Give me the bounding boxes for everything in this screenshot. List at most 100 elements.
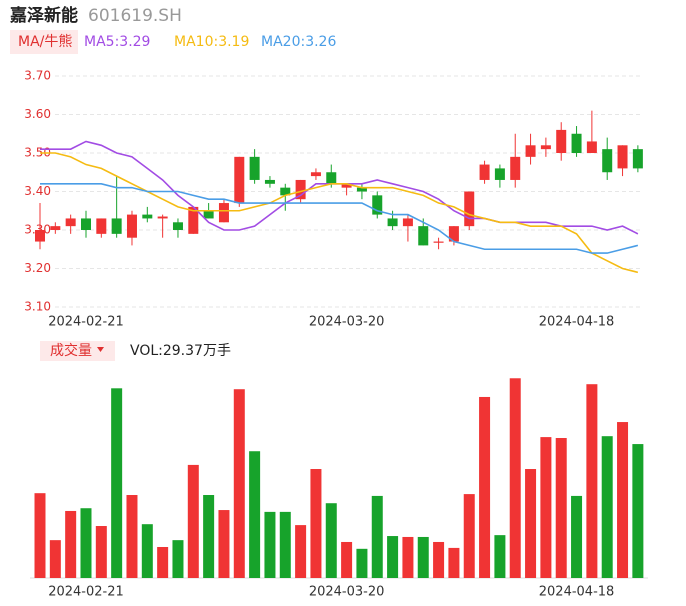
volume-bar <box>187 464 199 578</box>
candle-body <box>96 218 107 234</box>
candle-body <box>50 226 61 230</box>
candle-body <box>326 172 337 184</box>
y-tick-label: 3.10 <box>24 300 51 314</box>
legend-label: MA10:3.19 <box>174 34 249 50</box>
volume-bar <box>218 510 230 578</box>
candle-body <box>249 156 260 180</box>
x-tick-label: 2024-04-18 <box>539 585 615 600</box>
volume-bar <box>555 438 567 578</box>
volume-bar <box>264 511 276 578</box>
candle-body <box>356 187 367 192</box>
volume-bar <box>172 540 184 578</box>
volume-bar <box>479 396 491 578</box>
candle-body <box>372 195 383 215</box>
candle-body <box>172 222 183 230</box>
candle-body <box>602 149 613 173</box>
candle-body <box>295 179 306 200</box>
candle-body <box>387 218 398 227</box>
candle-body <box>479 164 490 180</box>
candle-body <box>188 206 199 234</box>
volume-bar <box>34 493 46 578</box>
legend-label: MA5:3.29 <box>84 34 150 50</box>
volume-bar <box>249 451 261 578</box>
volume-bar <box>295 525 307 578</box>
candle-body <box>448 226 459 242</box>
y-tick-label: 3.60 <box>24 107 51 121</box>
candle-body <box>586 141 597 153</box>
candle-body <box>157 216 168 219</box>
candle-body <box>142 214 153 219</box>
stock-code: 601619.SH <box>88 6 182 26</box>
volume-bar <box>433 541 445 578</box>
ma-line <box>40 183 639 254</box>
candle-body <box>218 203 229 223</box>
y-tick-label: 3.40 <box>24 184 51 198</box>
candle-body <box>510 156 521 180</box>
legend-title: MA/牛熊 <box>18 34 72 50</box>
volume-bar <box>540 437 552 578</box>
candle-body <box>80 218 91 230</box>
volume-bar <box>95 526 107 578</box>
candle-body <box>464 191 475 227</box>
candle-body <box>234 156 245 204</box>
x-tick-label: 2024-04-18 <box>539 315 615 330</box>
volume-bar <box>617 422 629 578</box>
volume-bar <box>325 503 337 578</box>
volume-bar <box>571 495 583 578</box>
volume-bar <box>356 548 368 578</box>
volume-bar <box>126 495 138 578</box>
volume-bar <box>586 384 598 578</box>
candle-body <box>310 172 321 177</box>
y-tick-label: 3.70 <box>24 69 51 83</box>
volume-bar <box>494 535 506 578</box>
candle-body <box>433 241 444 243</box>
volume-bar <box>65 510 77 578</box>
volume-bar <box>402 536 414 578</box>
y-tick-label: 3.20 <box>24 261 51 275</box>
volume-bar <box>525 469 537 578</box>
candle-body <box>540 145 551 150</box>
volume-title: 成交量 <box>50 342 92 359</box>
candle-body <box>126 214 137 238</box>
x-tick-label: 2024-02-21 <box>48 585 124 600</box>
volume-bar <box>80 508 92 578</box>
candle-body <box>632 149 643 169</box>
volume-bar <box>310 469 322 578</box>
volume-bar <box>371 495 383 578</box>
volume-bar <box>417 536 429 578</box>
volume-bar <box>632 444 644 578</box>
volume-bar <box>141 524 153 578</box>
candle-body <box>402 218 413 227</box>
candle-body <box>35 230 45 242</box>
candle-body <box>264 179 275 184</box>
candle-body <box>341 183 352 188</box>
stock-name: 嘉泽新能 <box>9 5 78 26</box>
candle-body <box>418 226 429 246</box>
volume-bar <box>49 540 61 578</box>
candle-body <box>617 145 628 169</box>
volume-bar <box>341 541 353 578</box>
ma-line <box>40 152 639 274</box>
candle-body <box>65 218 76 227</box>
volume-label-box <box>40 341 115 361</box>
volume-bar <box>111 388 123 578</box>
candle-body <box>525 145 536 157</box>
candle-body <box>494 168 505 180</box>
volume-bar <box>601 436 613 578</box>
candle-body <box>280 187 291 196</box>
x-tick-label: 2024-03-20 <box>309 585 385 600</box>
volume-bar <box>448 547 460 578</box>
volume-bar <box>279 511 291 578</box>
candle-body <box>556 129 567 153</box>
dropdown-icon <box>97 347 104 352</box>
legend-label: MA20:3.26 <box>261 34 336 50</box>
x-tick-label: 2024-03-20 <box>309 315 385 330</box>
legend-box <box>10 30 78 54</box>
candle-body <box>571 133 582 153</box>
candle-body <box>203 210 214 219</box>
volume-bar <box>387 536 399 578</box>
volume-annotation: VOL:29.37万手 <box>130 343 231 359</box>
volume-bar <box>157 546 169 578</box>
volume-bar <box>233 389 245 578</box>
